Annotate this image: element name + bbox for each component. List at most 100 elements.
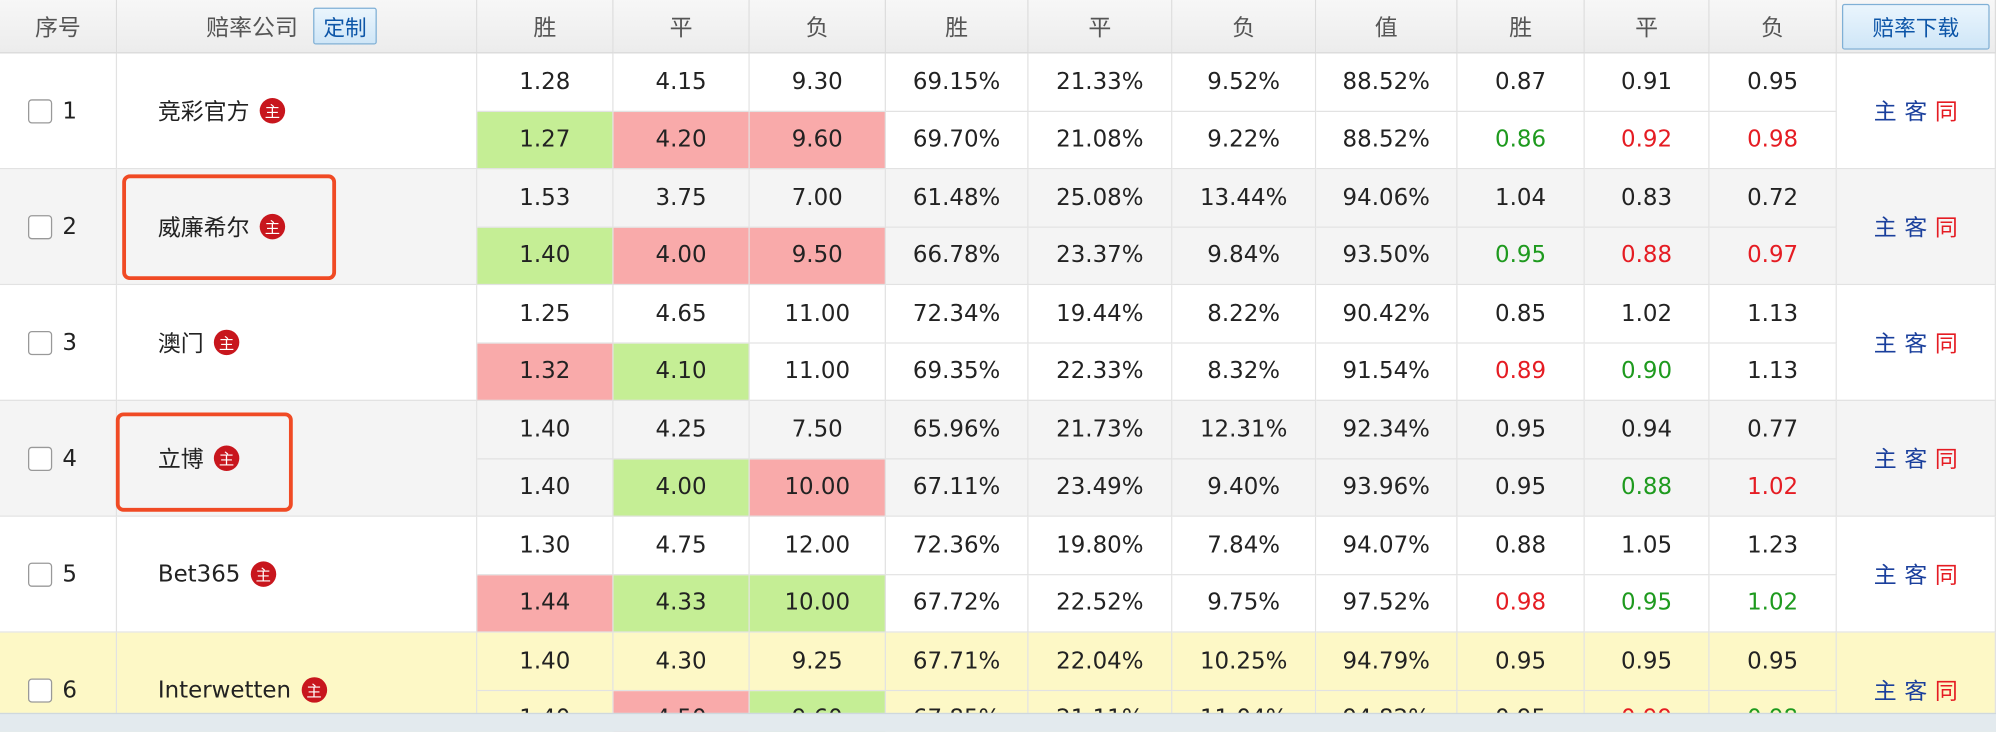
odds-cell: 0.95 [1584, 632, 1710, 691]
odds-cell: 72.34% [885, 285, 1029, 344]
odds-cell: 0.87 [1457, 53, 1585, 112]
odds-cell: 1.40 [477, 227, 614, 286]
row-checkbox[interactable] [28, 98, 53, 123]
odds-cell: 4.00 [613, 458, 750, 517]
action-link[interactable]: 同 [1934, 215, 1958, 242]
action-link[interactable]: 同 [1934, 446, 1958, 474]
odds-cell: 22.52% [1028, 574, 1173, 633]
action-link[interactable]: 主 [1873, 330, 1897, 358]
highlight-box [115, 412, 293, 512]
odds-cell: 94.07% [1316, 516, 1458, 575]
odds-cell: 10.25% [1172, 632, 1317, 691]
odds-cell: 4.30 [613, 632, 750, 691]
odds-cell: 1.27 [477, 111, 614, 170]
action-link[interactable]: 主 [1873, 678, 1897, 706]
action-link[interactable]: 客 [1904, 446, 1928, 474]
odds-cell: 94.06% [1316, 169, 1458, 228]
odds-cell: 0.91 [1584, 53, 1710, 112]
header-column: 胜 [1457, 0, 1585, 54]
action-link[interactable]: 同 [1934, 678, 1958, 706]
odds-cell: 1.44 [477, 574, 614, 633]
action-link[interactable]: 主 [1873, 446, 1897, 474]
odds-cell: 21.73% [1028, 400, 1173, 459]
row-checkbox[interactable] [28, 677, 53, 703]
odds-cell: 69.35% [885, 343, 1029, 401]
company-cell: Bet365 主 [117, 516, 478, 633]
odds-cell: 1.02 [1709, 458, 1837, 517]
odds-cell: 0.90 [1584, 343, 1710, 401]
odds-cell: 67.11% [885, 458, 1029, 517]
odds-cell: 93.96% [1316, 458, 1458, 517]
odds-cell: 97.52% [1316, 574, 1458, 633]
odds-cell: 1.04 [1457, 169, 1585, 228]
company-icon: 主 [259, 98, 286, 124]
row-checkbox[interactable] [28, 330, 53, 355]
odds-cell: 0.97 [1709, 227, 1837, 286]
odds-cell: 69.15% [885, 53, 1029, 112]
action-link[interactable]: 主 [1873, 562, 1897, 590]
odds-cell: 4.20 [613, 111, 750, 170]
action-link[interactable]: 主 [1873, 215, 1897, 242]
odds-cell: 0.95 [1457, 400, 1585, 459]
row-checkbox[interactable] [28, 562, 53, 587]
odds-cell: 7.84% [1172, 516, 1317, 575]
odds-cell: 0.95 [1457, 632, 1585, 691]
odds-cell: 0.98 [1709, 111, 1837, 170]
download-button[interactable]: 赔率下载 [1841, 3, 1990, 50]
header-column: 平 [1028, 0, 1173, 54]
odds-cell: 0.98 [1457, 574, 1585, 633]
header-column: 平 [1584, 0, 1710, 54]
odds-cell: 94.79% [1316, 632, 1458, 691]
row-number: 5 [62, 560, 77, 588]
action-link[interactable]: 同 [1934, 330, 1958, 358]
odds-cell: 19.44% [1028, 285, 1173, 344]
odds-cell: 12.31% [1172, 400, 1317, 459]
highlight-box [122, 174, 337, 281]
odds-cell: 9.52% [1172, 53, 1317, 112]
header-column: 平 [613, 0, 750, 54]
row-no: 4 [0, 400, 118, 517]
company-cell: 立博主 [117, 400, 478, 517]
action-cell: 主客同 [1836, 516, 1996, 633]
customize-button[interactable]: 定制 [313, 7, 377, 45]
odds-cell: 22.04% [1028, 632, 1173, 691]
header-column: 胜 [885, 0, 1029, 54]
odds-cell: 1.28 [477, 53, 614, 112]
odds-cell: 10.00 [749, 574, 886, 633]
odds-cell: 9.75% [1172, 574, 1317, 633]
company-cell: 威廉希尔主 [117, 169, 478, 286]
odds-cell: 22.33% [1028, 343, 1173, 401]
row-no: 2 [0, 169, 118, 286]
odds-cell: 69.70% [885, 111, 1029, 170]
odds-cell: 1.40 [477, 400, 614, 459]
company-icon: 主 [250, 561, 277, 587]
action-cell: 主客同 [1836, 169, 1996, 286]
odds-cell: 9.50 [749, 227, 886, 286]
action-link[interactable]: 客 [1904, 99, 1928, 127]
action-link[interactable]: 客 [1904, 330, 1928, 358]
action-link[interactable]: 客 [1904, 215, 1928, 242]
odds-cell: 13.44% [1172, 169, 1317, 228]
odds-cell: 4.10 [613, 343, 750, 401]
odds-cell: 12.00 [749, 516, 886, 575]
action-link[interactable]: 主 [1873, 99, 1897, 127]
action-link[interactable]: 同 [1934, 99, 1958, 127]
odds-cell: 4.75 [613, 516, 750, 575]
odds-cell: 1.02 [1584, 285, 1710, 344]
odds-cell: 1.40 [477, 632, 614, 691]
row-number: 3 [62, 329, 77, 356]
odds-cell: 66.78% [885, 227, 1029, 286]
odds-cell: 7.00 [749, 169, 886, 228]
odds-cell: 0.88 [1457, 516, 1585, 575]
action-link[interactable]: 客 [1904, 562, 1928, 590]
header-column: 值 [1316, 0, 1458, 54]
action-link[interactable]: 客 [1904, 678, 1928, 706]
odds-cell: 4.33 [613, 574, 750, 633]
row-checkbox[interactable] [28, 214, 53, 239]
odds-cell: 9.25 [749, 632, 886, 691]
odds-cell: 67.71% [885, 632, 1029, 691]
row-checkbox[interactable] [28, 446, 53, 471]
header-company: 赔率公司 定制 [117, 0, 478, 54]
action-link[interactable]: 同 [1934, 562, 1958, 590]
